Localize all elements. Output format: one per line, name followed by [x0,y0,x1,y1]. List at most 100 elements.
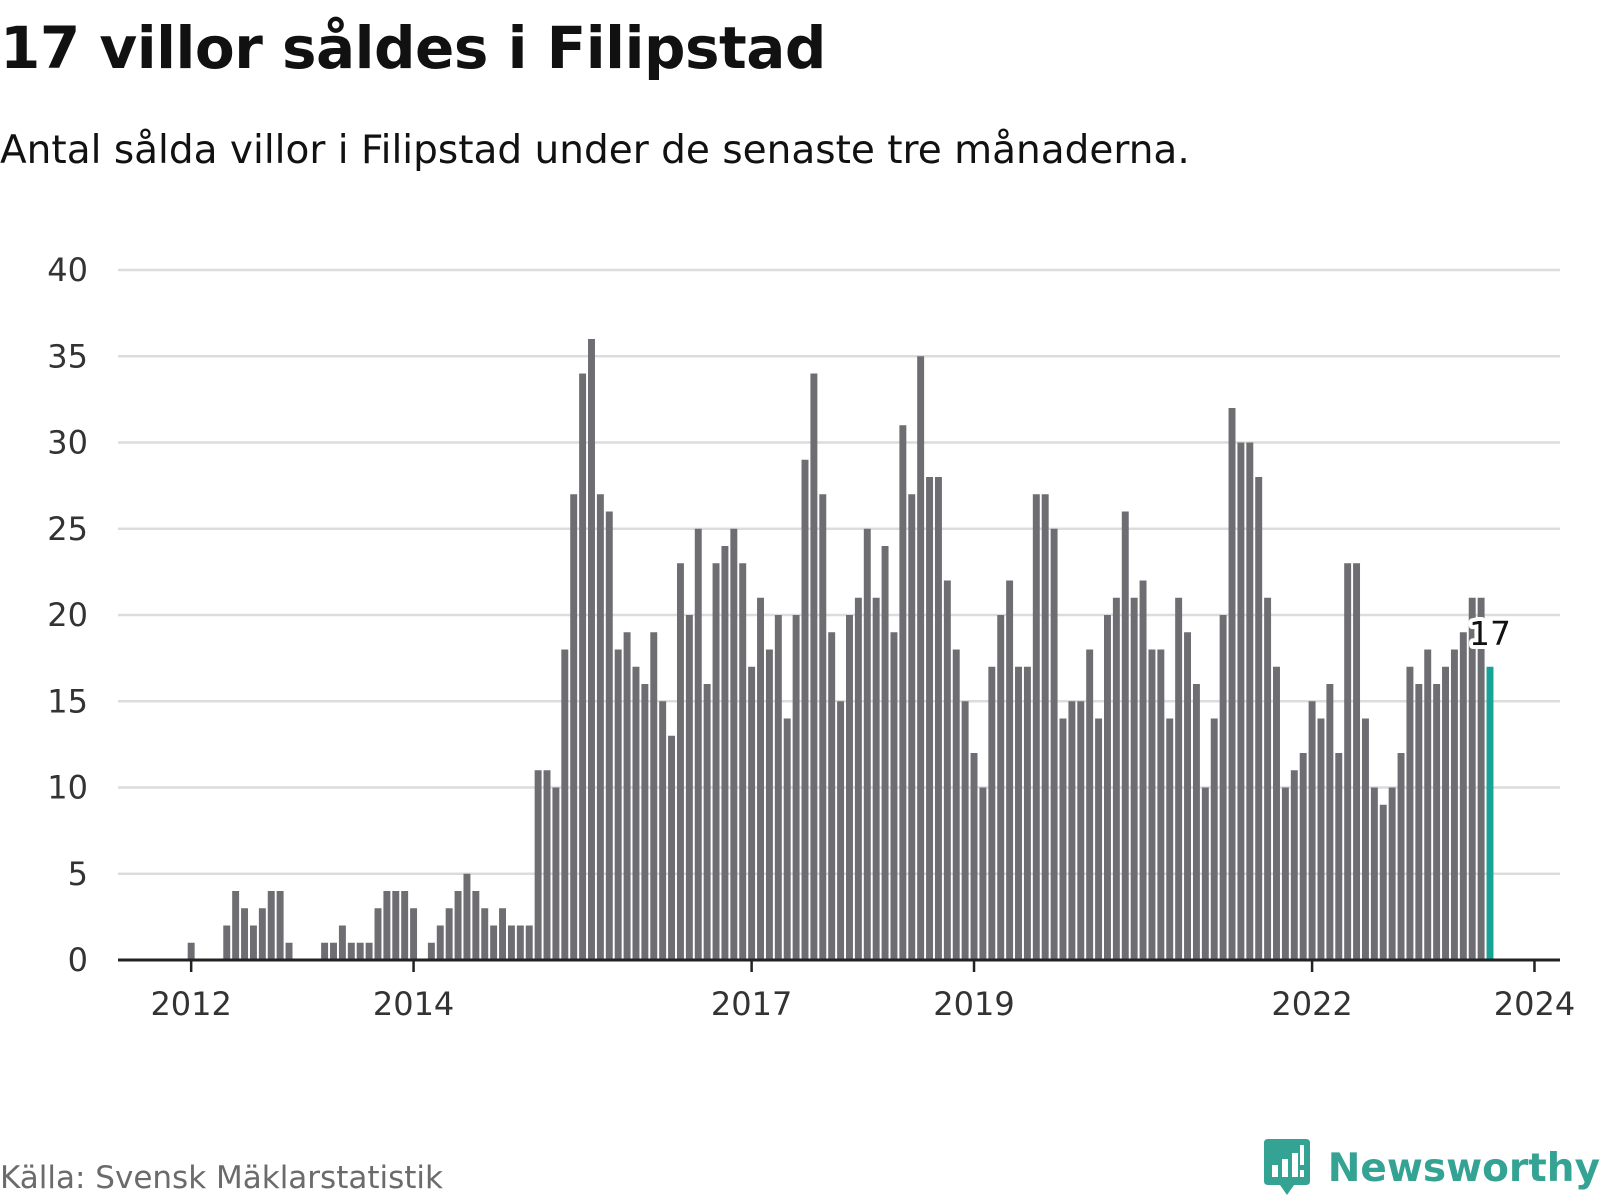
bar [970,753,978,960]
bar [1397,753,1405,960]
bar [507,925,515,960]
bar [1450,649,1458,960]
bar [1264,597,1272,960]
x-tick-label: 2022 [1271,985,1352,1023]
x-tick-label: 2019 [933,985,1014,1023]
bar [1059,718,1067,960]
bar [401,891,409,960]
bar [988,666,996,960]
bar [792,615,800,960]
bar [1246,442,1254,960]
bar [436,925,444,960]
bar [685,615,693,960]
bar [232,891,240,960]
bar [943,580,951,960]
y-tick-label: 15 [47,682,88,720]
bar [330,942,337,960]
bar-highlight [1486,666,1494,960]
bar [837,701,845,960]
y-tick-label: 20 [47,596,88,634]
bar [1219,615,1227,960]
bar [1326,684,1334,960]
bar [765,649,773,960]
bar [917,356,925,960]
y-axis-ticks: 0 5 10 15 20 25 30 35 40 [47,251,88,979]
bar [881,546,889,960]
bar [463,873,471,960]
bar [1281,787,1289,960]
bar [516,925,524,960]
bar [1433,684,1441,960]
bar [1041,494,1049,960]
bar [1237,442,1245,960]
bar [481,908,489,960]
bar [1335,753,1343,960]
bar [1361,718,1369,960]
bar [712,563,720,960]
y-tick-label: 40 [47,251,88,289]
bar [1023,666,1031,960]
bar [267,891,275,960]
bar [721,546,729,960]
y-tick-label: 5 [68,855,88,893]
bar [552,787,560,960]
bar [1068,701,1076,960]
bar [1273,666,1280,960]
bar [801,459,809,960]
bar [632,666,640,960]
bar [1077,701,1085,960]
bar [321,942,329,960]
bar [1086,649,1094,960]
bar [543,770,551,960]
bar [1477,597,1485,960]
bar [410,908,418,960]
brand-logo: Newsworthy [1262,1137,1600,1199]
bar [392,891,400,960]
bar [1130,597,1138,960]
bar [241,908,249,960]
x-tick-label: 2014 [373,985,454,1023]
bar [1290,770,1298,960]
bar [819,494,827,960]
bar [1468,597,1476,960]
bar [694,528,702,960]
bar [588,339,595,960]
bar [427,942,435,960]
bar [561,649,569,960]
bar [249,925,257,960]
bar [1166,718,1174,960]
bar [899,425,907,960]
bar [1370,787,1378,960]
bar [659,701,667,960]
y-tick-label: 25 [47,510,88,548]
x-axis-ticks: 2012 2014 2017 2019 2022 2024 [150,960,1575,1023]
bar [908,494,916,960]
y-tick-label: 10 [47,769,88,807]
y-tick-label: 35 [47,337,88,375]
bar [997,615,1005,960]
bar [703,684,711,960]
bar [783,718,791,960]
chart-subtitle: Antal sålda villor i Filipstad under de … [0,128,1190,173]
bar [979,787,987,960]
bar [490,925,498,960]
bar [846,615,853,960]
bar [1148,649,1156,960]
bar [285,942,293,960]
source-note: Källa: Svensk Mäklarstatistik [0,1160,443,1196]
bar [1121,511,1129,960]
bar [1415,684,1423,960]
bar [356,942,364,960]
bar [365,942,373,960]
bar [854,597,862,960]
bar [774,615,782,960]
bar [1379,804,1387,960]
bar [890,632,898,960]
bar [445,908,453,960]
bar [668,735,676,960]
bar [1095,718,1103,960]
bar [534,770,542,960]
bar [1032,494,1040,960]
bar [276,891,284,960]
bar [1006,580,1014,960]
